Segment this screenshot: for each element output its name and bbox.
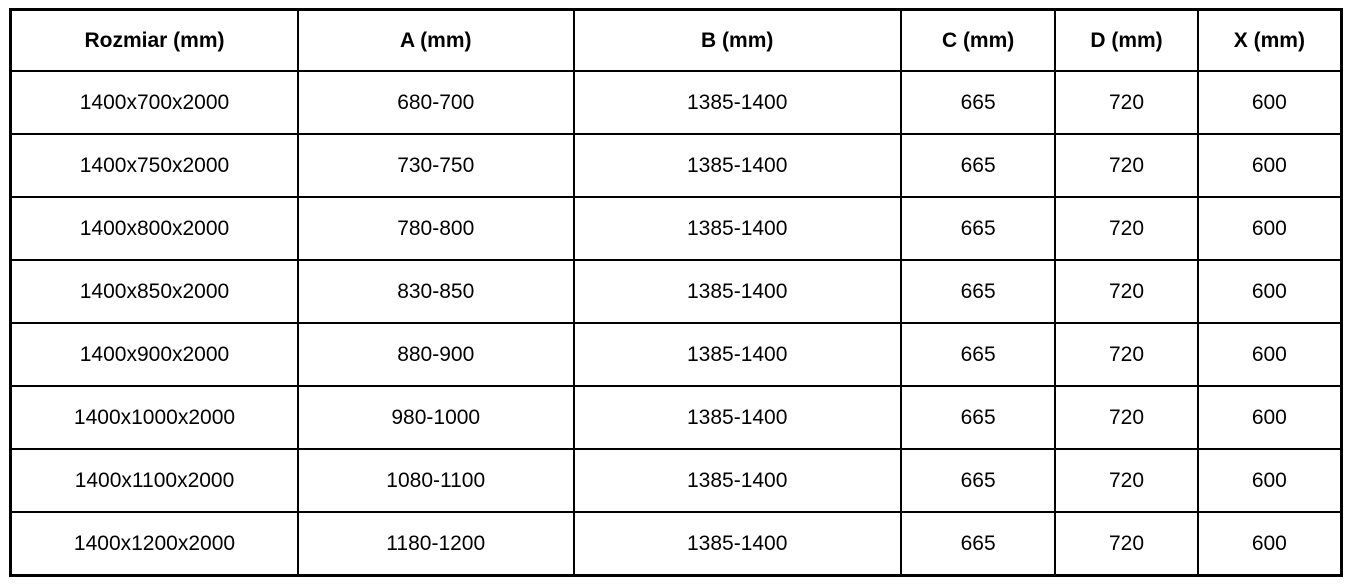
header-cell-rozmiar: Rozmiar (mm) (9, 8, 299, 72)
table-cell-rozmiar: 1400x1100x2000 (9, 448, 299, 513)
table-cell-x: 600 (1196, 448, 1343, 513)
table-cell-x: 600 (1196, 259, 1343, 324)
table-cell-rozmiar: 1400x700x2000 (9, 70, 299, 135)
table-cell-d: 720 (1054, 133, 1199, 198)
table-cell-c: 665 (899, 259, 1057, 324)
table-cell-b: 1385-1400 (572, 511, 902, 577)
table-cell-x: 600 (1196, 322, 1343, 387)
table-cell-c: 665 (899, 511, 1057, 577)
table-cell-a: 680-700 (296, 70, 575, 135)
table-row: 1400x750x2000 730-750 1385-1400 665 720 600 (9, 133, 1343, 198)
table-cell-c: 665 (899, 196, 1057, 261)
table-row: 1400x800x2000 780-800 1385-1400 665 720 600 (9, 196, 1343, 261)
table-header-row: Rozmiar (mm) A (mm) B (mm) C (mm) D (mm) X (m… (9, 8, 1343, 72)
header-cell-d: D (mm) (1054, 8, 1199, 72)
table-cell-b: 1385-1400 (572, 259, 902, 324)
table-row: 1400x850x2000 830-850 1385-1400 665 720 600 (9, 259, 1343, 324)
table-cell-c: 665 (899, 385, 1057, 450)
table-cell-rozmiar: 1400x1200x2000 (9, 511, 299, 577)
table-row: 1400x1000x2000 980-1000 1385-1400 665 720 600 (9, 385, 1343, 450)
table-cell-d: 720 (1054, 259, 1199, 324)
table-cell-x: 600 (1196, 196, 1343, 261)
table-cell-x: 600 (1196, 133, 1343, 198)
table-cell-d: 720 (1054, 322, 1199, 387)
table-cell-c: 665 (899, 448, 1057, 513)
table-cell-x: 600 (1196, 70, 1343, 135)
table-row: 1400x900x2000 880-900 1385-1400 665 720 600 (9, 322, 1343, 387)
table-cell-c: 665 (899, 133, 1057, 198)
table-cell-d: 720 (1054, 448, 1199, 513)
table-row: 1400x1200x2000 1180-1200 1385-1400 665 720 60… (9, 511, 1343, 577)
header-cell-b: B (mm) (572, 8, 902, 72)
table-cell-a: 1180-1200 (296, 511, 575, 577)
table-cell-b: 1385-1400 (572, 133, 902, 198)
table-cell-a: 880-900 (296, 322, 575, 387)
table-cell-d: 720 (1054, 511, 1199, 577)
table-cell-a: 980-1000 (296, 385, 575, 450)
table-cell-rozmiar: 1400x800x2000 (9, 196, 299, 261)
table-cell-x: 600 (1196, 511, 1343, 577)
table-cell-rozmiar: 1400x850x2000 (9, 259, 299, 324)
table-cell-b: 1385-1400 (572, 385, 902, 450)
table-cell-a: 780-800 (296, 196, 575, 261)
table-cell-d: 720 (1054, 196, 1199, 261)
table-cell-x: 600 (1196, 385, 1343, 450)
table-row: 1400x1100x2000 1080-1100 1385-1400 665 720 60… (9, 448, 1343, 513)
table-cell-a: 830-850 (296, 259, 575, 324)
table-cell-d: 720 (1054, 70, 1199, 135)
table-cell-a: 730-750 (296, 133, 575, 198)
table-cell-rozmiar: 1400x900x2000 (9, 322, 299, 387)
dimensions-table: Rozmiar (mm) A (mm) B (mm) C (mm) D (mm) X (m… (9, 8, 1343, 577)
header-cell-c: C (mm) (899, 8, 1057, 72)
table-cell-rozmiar: 1400x1000x2000 (9, 385, 299, 450)
header-cell-x: X (mm) (1196, 8, 1343, 72)
table-cell-b: 1385-1400 (572, 70, 902, 135)
table-cell-c: 665 (899, 322, 1057, 387)
table-cell-b: 1385-1400 (572, 322, 902, 387)
table-cell-d: 720 (1054, 385, 1199, 450)
table-cell-rozmiar: 1400x750x2000 (9, 133, 299, 198)
table-cell-b: 1385-1400 (572, 196, 902, 261)
table-cell-c: 665 (899, 70, 1057, 135)
header-cell-a: A (mm) (296, 8, 575, 72)
table-cell-b: 1385-1400 (572, 448, 902, 513)
table-cell-a: 1080-1100 (296, 448, 575, 513)
table-row: 1400x700x2000 680-700 1385-1400 665 720 600 (9, 70, 1343, 135)
